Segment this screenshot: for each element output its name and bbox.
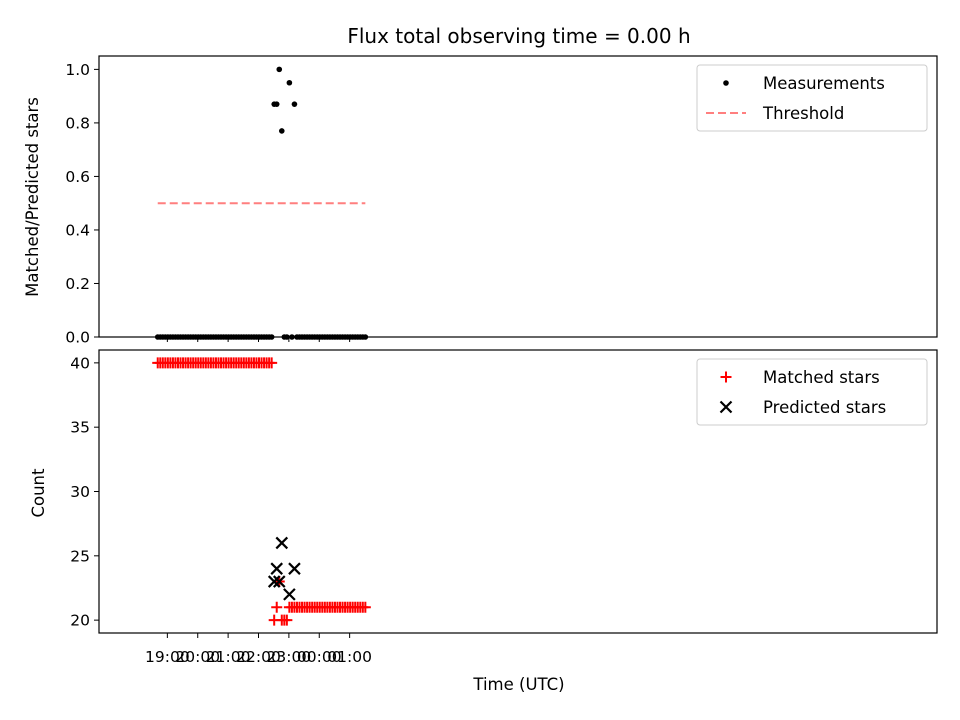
axes-frame [98,55,938,338]
series-measurements [154,66,369,340]
x-tick-label: 19:00 [145,648,190,666]
y-tick-label: 30 [70,483,90,501]
legend-box [696,64,928,132]
data-point [281,614,293,626]
legend-label: Threshold [762,104,844,123]
legend-label: Predicted stars [763,398,886,417]
data-point [286,79,293,86]
data-point [270,562,284,575]
y-tick-label: 0.4 [65,221,90,239]
x-tick-label: 20:00 [175,648,220,666]
y-tick-label: 25 [70,547,90,565]
legend: Measurements Threshold [696,64,928,132]
legend-label: Matched stars [763,368,880,387]
series-matched-stars [152,357,371,626]
data-point [273,101,280,107]
data-point [291,101,298,107]
x-tick-label: 00:00 [297,648,342,666]
data-point [271,601,283,613]
legend-swatch [720,371,732,383]
y-tick-label: 0.6 [65,168,90,186]
data-point [266,357,278,369]
y-tick-label: 0.2 [65,275,90,293]
y-tick-label: 0.0 [65,329,90,347]
panel-top-ylabel: Matched/Predicted stars [23,97,42,297]
data-point [283,588,296,601]
y-tick-label: 40 [70,354,90,372]
legend: Matched stars Predicted stars [696,358,928,426]
bottom-panel: 20 25 30 35 40 19:0020:0021:0022:0023:0000:00… [70,349,938,666]
x-tick-label: 01:00 [327,648,372,666]
y-tick-label: 0.8 [65,114,90,132]
legend-box [696,358,928,426]
panel-bottom-ylabel: Count [29,468,48,518]
data-point [272,575,286,588]
series-predicted-stars [267,536,301,601]
data-point [288,562,301,575]
x-tick-label: 22:00 [236,648,281,666]
chart-title: Flux total observing time = 0.00 h [347,24,690,48]
top-panel: 0.0 0.2 0.4 0.6 0.8 1.0 Measurements Threshold [65,55,938,347]
data-point [267,575,281,588]
x-tick-label: 21:00 [206,648,251,666]
legend-swatch [719,400,733,414]
x-axis-label: Time (UTC) [472,675,564,694]
y-tick-label: 35 [70,419,90,437]
legend-swatch [723,80,729,86]
y-tick-label: 1.0 [65,61,90,79]
y-tick-label: 20 [70,612,90,630]
data-point [276,66,283,73]
x-tick-label: 23:00 [267,648,312,666]
data-point [275,536,289,550]
data-point [359,601,371,613]
legend-label: Measurements [763,74,885,93]
data-point [278,128,285,134]
